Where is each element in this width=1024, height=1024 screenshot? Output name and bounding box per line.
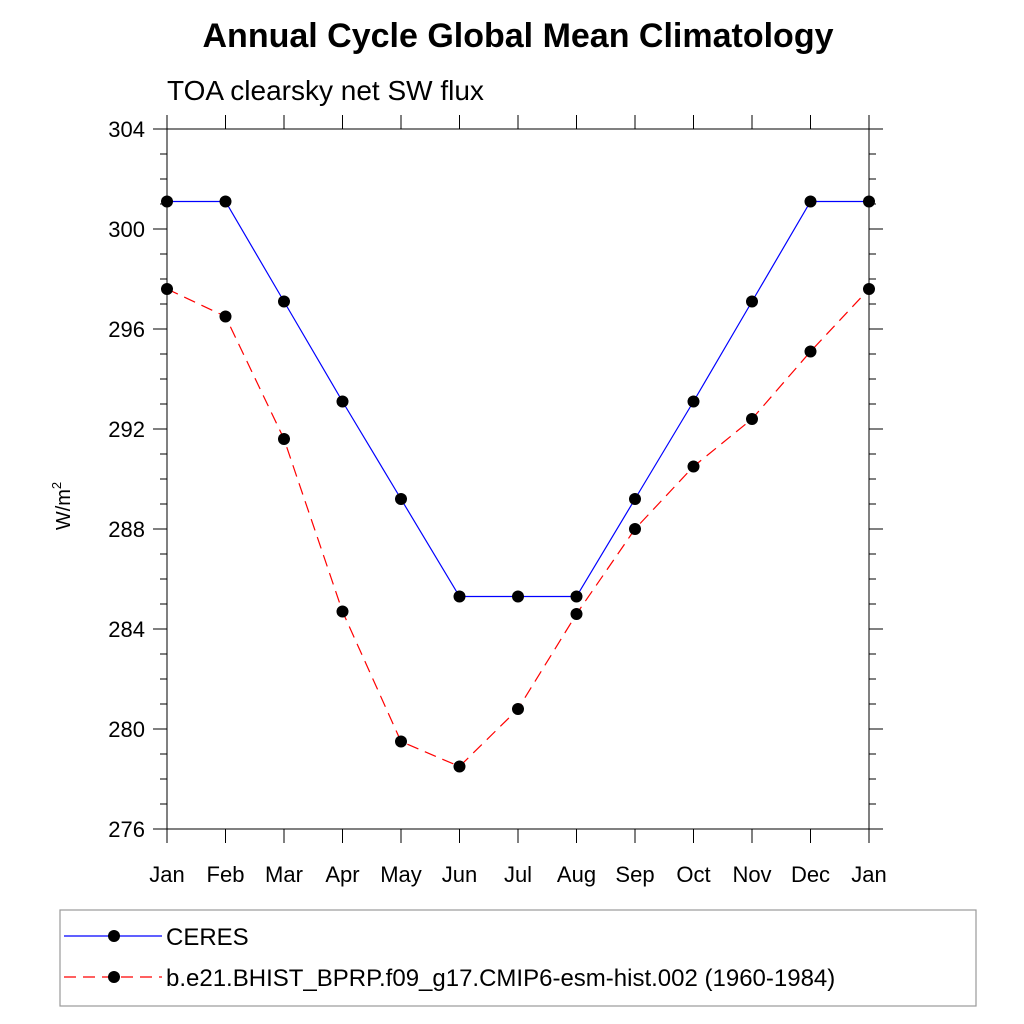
legend-label-1: CERES [166,924,249,951]
series-2-point [687,460,700,473]
x-tick-label: Feb [207,862,245,887]
series-2-point [219,310,232,323]
y-tick-label: 280 [108,717,145,742]
series-2-point [746,413,758,425]
x-tick-label: Jul [504,862,532,887]
series-group [161,195,875,773]
legend-marker-1 [108,930,120,942]
y-tick-label: 284 [108,617,145,642]
y-axis-label-text: W/m [53,489,75,530]
x-tick-label: Aug [557,862,596,887]
series-2-point [336,605,349,618]
series-1-point [161,195,173,208]
series-2-point [512,703,524,715]
x-tick-label: Mar [265,862,303,887]
series-1-point [395,493,407,505]
y-axis-label-superscript: 2 [49,482,64,489]
x-tick-label: Oct [676,862,710,887]
series-2-point [629,523,641,535]
series-1-point [863,195,875,208]
series-2-point [161,283,173,295]
y-tick-label: 292 [108,417,145,442]
legend-label-2: b.e21.BHIST_BPRP.f09_g17.CMIP6-esm-hist.… [166,965,835,992]
x-tick-label: Jun [442,862,477,887]
y-axis-label: W/m2 [49,482,75,530]
x-tick-label: Jan [851,862,886,887]
x-tick-label: Dec [791,862,830,887]
chart-subtitle: TOA clearsky net SW flux [167,75,484,106]
series-1-point [570,590,583,603]
series-1-point [804,195,817,208]
series-1-point [629,493,641,505]
x-tick-label: Jan [149,862,184,887]
series-1-point [512,590,524,603]
series-1-point [687,395,700,408]
series-1-point [278,295,290,308]
y-tick-label: 288 [108,517,145,542]
series-2-point [863,283,875,295]
series-2-point [804,345,817,358]
y-tick-label: 296 [108,317,145,342]
series-2-point [570,608,583,620]
x-tick-label: Nov [732,862,771,887]
legend: CERES b.e21.BHIST_BPRP.f09_g17.CMIP6-esm-… [59,909,977,1007]
y-tick-label: 300 [108,217,145,242]
x-tick-label: Sep [615,862,654,887]
x-tick-label: Apr [325,862,359,887]
series-1-point [336,395,349,408]
series-2-point [278,433,290,445]
axis-ticks: 276 280 284 288 292 296 300 304 Jan Feb Mar Apr May J… [108,115,887,887]
y-tick-label: 304 [108,117,145,142]
legend-marker-2 [108,971,120,983]
series-1-point [453,590,466,603]
series-1-point [746,295,758,308]
series-2-point [395,735,407,748]
legend-box [59,909,977,1007]
series-2-point [453,760,466,773]
legend-entries: CERES b.e21.BHIST_BPRP.f09_g17.CMIP6-esm-… [64,924,835,992]
x-tick-label: May [380,862,422,887]
y-tick-label: 276 [108,817,145,842]
series-1-point [219,195,232,208]
chart-title: Annual Cycle Global Mean Climatology [203,17,834,55]
